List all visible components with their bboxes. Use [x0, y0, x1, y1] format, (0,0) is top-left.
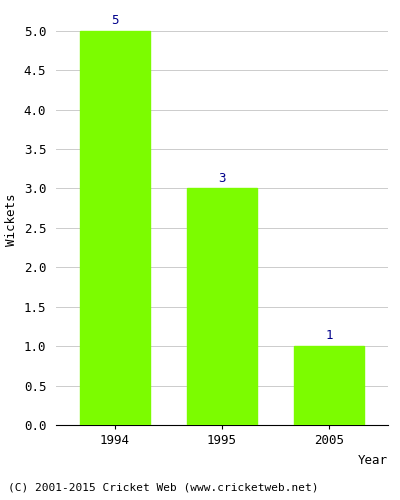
Y-axis label: Wickets: Wickets — [5, 194, 18, 246]
Bar — [187, 188, 257, 425]
Bar — [80, 31, 150, 425]
Text: 3: 3 — [218, 172, 226, 184]
Text: (C) 2001-2015 Cricket Web (www.cricketweb.net): (C) 2001-2015 Cricket Web (www.cricketwe… — [8, 482, 318, 492]
Text: Year: Year — [358, 454, 388, 466]
Text: 5: 5 — [111, 14, 119, 27]
Text: 1: 1 — [325, 329, 333, 342]
Bar — [294, 346, 364, 425]
